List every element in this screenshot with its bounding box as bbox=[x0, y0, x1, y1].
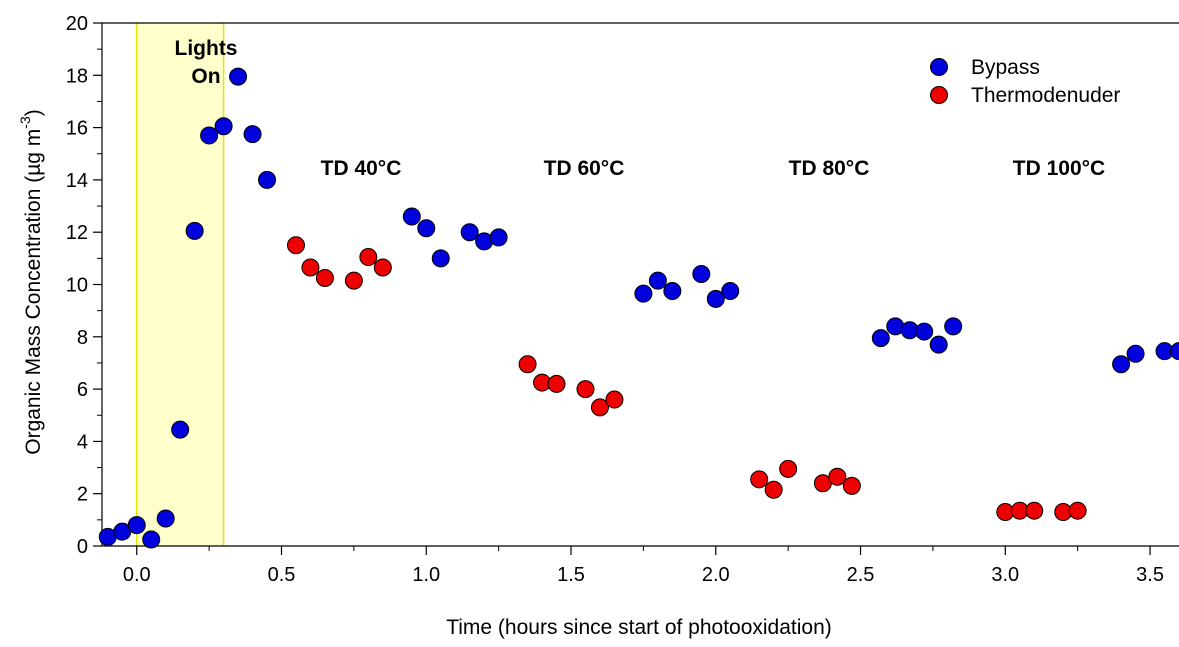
lights-on-region bbox=[137, 23, 224, 546]
x-tick-label: 2.0 bbox=[702, 564, 730, 586]
y-tick-label: 18 bbox=[66, 65, 88, 87]
point-thermodenuder bbox=[519, 356, 536, 373]
point-bypass bbox=[201, 127, 218, 144]
x-tick-label: 1.0 bbox=[412, 564, 440, 586]
point-bypass bbox=[1171, 343, 1179, 360]
point-bypass bbox=[649, 272, 666, 289]
lights-on-label-line1: Lights bbox=[175, 37, 238, 60]
lights-on-label-line2: On bbox=[191, 65, 220, 88]
y-tick-label: 6 bbox=[77, 379, 88, 401]
point-bypass bbox=[490, 229, 507, 246]
point-bypass bbox=[722, 283, 739, 300]
y-axis-title-exponent: -3 bbox=[17, 116, 33, 129]
point-bypass bbox=[432, 250, 449, 267]
legend-marker-thermodenuder bbox=[931, 87, 948, 104]
y-tick-label: 16 bbox=[66, 118, 88, 140]
point-bypass bbox=[872, 330, 889, 347]
y-tick-label: 12 bbox=[66, 222, 88, 244]
point-bypass bbox=[1127, 345, 1144, 362]
legend-label-bypass: Bypass bbox=[971, 56, 1040, 79]
point-thermodenuder bbox=[360, 249, 377, 266]
annotation-td-100: TD 100°C bbox=[1013, 157, 1105, 180]
legend-label-thermodenuder: Thermodenuder bbox=[971, 84, 1120, 107]
annotations: Lights On TD 40°C TD 60°C TD 80°C TD 100… bbox=[175, 37, 1106, 180]
point-bypass bbox=[916, 323, 933, 340]
point-bypass bbox=[215, 118, 232, 135]
lights-on-band bbox=[137, 23, 224, 546]
x-tick-label: 3.0 bbox=[991, 564, 1019, 586]
point-thermodenuder bbox=[1069, 502, 1086, 519]
point-bypass bbox=[244, 126, 261, 143]
point-thermodenuder bbox=[548, 375, 565, 392]
x-tick-label: 2.5 bbox=[847, 564, 875, 586]
y-tick-label: 2 bbox=[77, 484, 88, 506]
x-tick-label: 3.5 bbox=[1136, 564, 1164, 586]
x-axis-title: Time (hours since start of photooxidatio… bbox=[446, 616, 832, 639]
y-axis-title: Organic Mass Concentration (µg m-3) bbox=[17, 109, 45, 455]
point-bypass bbox=[230, 68, 247, 85]
point-thermodenuder bbox=[1026, 502, 1043, 519]
point-bypass bbox=[418, 220, 435, 237]
point-bypass bbox=[157, 510, 174, 527]
point-thermodenuder bbox=[316, 269, 333, 286]
point-bypass bbox=[186, 222, 203, 239]
x-tick-label: 1.5 bbox=[557, 564, 585, 586]
y-axis-title-close: ) bbox=[22, 109, 45, 116]
point-thermodenuder bbox=[345, 272, 362, 289]
y-tick-label: 8 bbox=[77, 327, 88, 349]
point-thermodenuder bbox=[765, 481, 782, 498]
annotation-td-60: TD 60°C bbox=[544, 157, 625, 180]
point-thermodenuder bbox=[606, 391, 623, 408]
point-bypass bbox=[143, 531, 160, 548]
point-bypass bbox=[128, 517, 145, 534]
legend: Bypass Thermodenuder bbox=[931, 56, 1121, 107]
point-bypass bbox=[172, 421, 189, 438]
y-tick-label: 10 bbox=[66, 275, 88, 297]
point-bypass bbox=[259, 171, 276, 188]
point-bypass bbox=[664, 283, 681, 300]
point-thermodenuder bbox=[751, 471, 768, 488]
point-bypass bbox=[635, 285, 652, 302]
point-thermodenuder bbox=[374, 259, 391, 276]
point-thermodenuder bbox=[843, 477, 860, 494]
point-bypass bbox=[1113, 356, 1130, 373]
x-tick-label: 0.5 bbox=[268, 564, 296, 586]
point-bypass bbox=[693, 266, 710, 283]
point-thermodenuder bbox=[302, 259, 319, 276]
point-thermodenuder bbox=[829, 468, 846, 485]
point-thermodenuder bbox=[287, 237, 304, 254]
annotation-td-40: TD 40°C bbox=[321, 157, 402, 180]
x-tick-label: 0.0 bbox=[123, 564, 151, 586]
point-thermodenuder bbox=[577, 381, 594, 398]
y-axis-title-main: Organic Mass Concentration (µg m bbox=[22, 129, 45, 455]
y-tick-label: 20 bbox=[66, 13, 88, 35]
y-tick-label: 14 bbox=[66, 170, 88, 192]
data-points bbox=[99, 68, 1179, 548]
point-thermodenuder bbox=[780, 460, 797, 477]
point-bypass bbox=[930, 336, 947, 353]
annotation-td-80: TD 80°C bbox=[789, 157, 870, 180]
point-bypass bbox=[461, 224, 478, 241]
y-tick-label: 4 bbox=[77, 431, 88, 453]
legend-marker-bypass bbox=[931, 59, 948, 76]
point-bypass bbox=[403, 208, 420, 225]
point-bypass bbox=[945, 318, 962, 335]
y-tick-label: 0 bbox=[77, 536, 88, 558]
